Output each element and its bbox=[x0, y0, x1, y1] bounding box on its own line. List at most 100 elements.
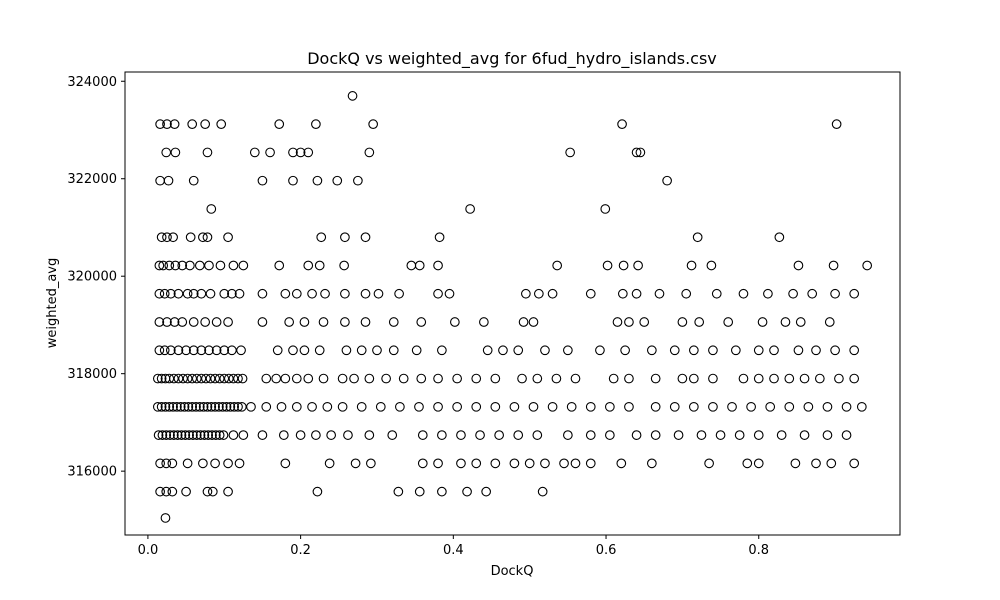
data-point bbox=[799, 373, 810, 384]
data-point bbox=[173, 373, 184, 384]
data-point bbox=[388, 317, 399, 327]
data-point bbox=[793, 260, 804, 271]
data-point bbox=[228, 260, 239, 271]
data-point bbox=[650, 373, 661, 384]
data-point bbox=[223, 317, 233, 327]
data-point bbox=[203, 430, 214, 440]
data-point bbox=[834, 373, 844, 384]
data-point bbox=[169, 430, 179, 440]
data-point bbox=[210, 401, 220, 412]
data-point bbox=[236, 345, 246, 356]
data-point bbox=[257, 175, 268, 186]
data-point bbox=[182, 288, 193, 299]
data-point bbox=[215, 260, 226, 271]
data-point bbox=[187, 119, 198, 129]
data-point bbox=[824, 317, 835, 327]
data-point bbox=[198, 401, 209, 412]
data-point bbox=[624, 401, 634, 412]
data-point bbox=[207, 486, 218, 497]
data-point bbox=[155, 486, 165, 497]
data-point bbox=[537, 486, 548, 497]
data-point bbox=[406, 260, 417, 271]
data-point bbox=[356, 345, 367, 356]
data-point bbox=[524, 458, 535, 469]
data-point bbox=[364, 373, 375, 384]
data-point bbox=[154, 288, 165, 299]
data-point bbox=[276, 401, 287, 412]
data-point bbox=[311, 119, 321, 129]
data-point bbox=[194, 401, 205, 412]
data-point bbox=[513, 345, 524, 356]
data-point bbox=[617, 119, 627, 129]
data-point bbox=[563, 430, 573, 440]
data-point bbox=[214, 373, 225, 384]
data-point bbox=[662, 175, 672, 186]
data-point bbox=[191, 401, 201, 412]
data-point bbox=[181, 486, 191, 497]
data-point bbox=[373, 288, 384, 299]
data-point bbox=[200, 317, 211, 327]
data-point bbox=[533, 288, 544, 299]
data-point bbox=[303, 260, 314, 271]
data-point bbox=[650, 401, 661, 412]
data-point bbox=[742, 458, 753, 469]
data-point bbox=[234, 288, 245, 299]
data-point bbox=[185, 232, 196, 243]
data-point bbox=[291, 373, 302, 384]
data-point bbox=[481, 486, 492, 497]
data-point bbox=[202, 401, 213, 412]
data-point bbox=[160, 513, 171, 523]
data-point bbox=[595, 345, 605, 356]
data-point bbox=[339, 260, 349, 271]
data-point bbox=[155, 458, 165, 469]
data-point bbox=[547, 288, 558, 299]
data-point bbox=[738, 373, 749, 384]
data-point bbox=[288, 147, 298, 158]
data-point bbox=[528, 317, 539, 327]
data-point bbox=[612, 317, 623, 327]
data-point bbox=[509, 458, 520, 469]
data-point bbox=[202, 147, 213, 158]
data-point bbox=[444, 288, 455, 299]
data-point bbox=[437, 486, 447, 497]
data-point bbox=[559, 458, 569, 469]
data-point bbox=[416, 373, 427, 384]
data-point bbox=[233, 401, 243, 412]
data-point bbox=[246, 401, 256, 412]
data-point bbox=[154, 345, 165, 356]
data-point bbox=[322, 401, 333, 412]
data-point bbox=[191, 430, 202, 440]
data-point bbox=[184, 430, 194, 440]
data-point bbox=[471, 373, 482, 384]
data-point bbox=[227, 288, 237, 299]
data-point bbox=[706, 260, 717, 271]
data-point bbox=[471, 401, 482, 412]
data-point bbox=[228, 373, 239, 384]
data-point bbox=[416, 317, 427, 327]
data-point bbox=[162, 232, 172, 243]
data-point bbox=[278, 430, 289, 440]
data-point bbox=[517, 373, 527, 384]
data-point bbox=[704, 458, 714, 469]
data-point bbox=[205, 373, 216, 384]
x-axis: 0.0 0.2 0.4 0.6 0.8 bbox=[138, 535, 769, 558]
data-point bbox=[280, 373, 291, 384]
data-point bbox=[677, 373, 688, 384]
data-point bbox=[673, 430, 684, 440]
data-point bbox=[814, 373, 825, 384]
data-point bbox=[437, 345, 447, 356]
data-point bbox=[828, 260, 839, 271]
data-point bbox=[849, 373, 860, 384]
data-point bbox=[618, 260, 629, 271]
data-point bbox=[249, 147, 260, 158]
data-point bbox=[368, 119, 379, 129]
data-point bbox=[841, 430, 852, 440]
data-point bbox=[398, 373, 409, 384]
data-point bbox=[303, 373, 314, 384]
data-point bbox=[349, 373, 359, 384]
data-point bbox=[202, 486, 213, 497]
data-point bbox=[320, 288, 330, 299]
data-point bbox=[769, 345, 779, 356]
data-point bbox=[417, 430, 428, 440]
data-point bbox=[633, 260, 643, 271]
